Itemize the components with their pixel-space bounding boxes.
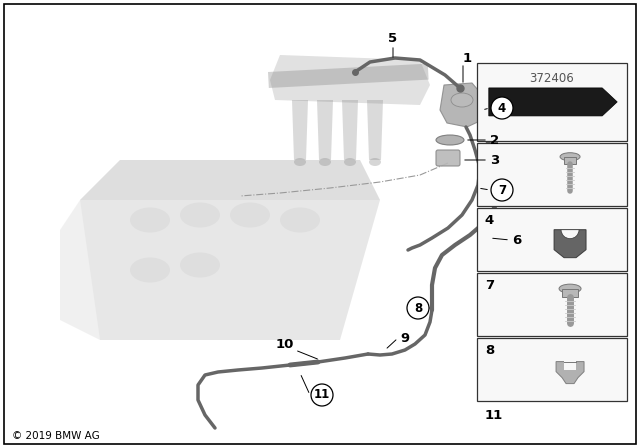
- Text: 11: 11: [485, 409, 503, 422]
- Polygon shape: [80, 160, 380, 340]
- Circle shape: [491, 179, 513, 201]
- FancyBboxPatch shape: [477, 63, 627, 141]
- Bar: [268, 64, 429, 88]
- Text: 3: 3: [490, 154, 499, 167]
- FancyBboxPatch shape: [477, 273, 627, 336]
- Ellipse shape: [130, 258, 170, 283]
- Ellipse shape: [130, 207, 170, 233]
- Ellipse shape: [559, 284, 581, 293]
- Text: © 2019 BMW AG: © 2019 BMW AG: [12, 431, 100, 441]
- Polygon shape: [554, 230, 586, 258]
- Ellipse shape: [344, 158, 356, 166]
- Polygon shape: [270, 55, 430, 105]
- Polygon shape: [317, 100, 333, 160]
- Text: 4: 4: [498, 102, 506, 115]
- FancyBboxPatch shape: [564, 360, 576, 370]
- Polygon shape: [60, 200, 100, 340]
- Ellipse shape: [369, 158, 381, 166]
- Text: 8: 8: [414, 302, 422, 314]
- Polygon shape: [556, 362, 584, 383]
- Ellipse shape: [230, 202, 270, 228]
- Polygon shape: [292, 100, 308, 160]
- Text: 10: 10: [276, 339, 294, 352]
- Ellipse shape: [451, 93, 473, 107]
- Text: 8: 8: [485, 344, 494, 357]
- Text: 1: 1: [463, 52, 472, 65]
- Text: 2: 2: [490, 134, 499, 146]
- Polygon shape: [489, 88, 617, 116]
- Circle shape: [491, 97, 513, 119]
- FancyBboxPatch shape: [564, 157, 576, 164]
- Ellipse shape: [436, 135, 464, 145]
- Text: 372406: 372406: [530, 72, 574, 85]
- FancyBboxPatch shape: [436, 150, 460, 166]
- Circle shape: [311, 384, 333, 406]
- FancyBboxPatch shape: [477, 143, 627, 206]
- Polygon shape: [367, 100, 383, 160]
- Polygon shape: [342, 100, 358, 160]
- Text: 7: 7: [485, 279, 494, 292]
- Ellipse shape: [280, 207, 320, 233]
- Text: 9: 9: [400, 332, 409, 345]
- Text: 6: 6: [512, 233, 521, 246]
- Text: 5: 5: [388, 31, 397, 44]
- FancyBboxPatch shape: [477, 338, 627, 401]
- Polygon shape: [440, 83, 484, 127]
- Ellipse shape: [294, 158, 306, 166]
- Circle shape: [407, 297, 429, 319]
- Ellipse shape: [560, 153, 580, 161]
- FancyBboxPatch shape: [562, 289, 578, 297]
- Text: 7: 7: [498, 184, 506, 197]
- Text: 11: 11: [314, 388, 330, 401]
- Ellipse shape: [319, 158, 331, 166]
- Wedge shape: [561, 230, 579, 239]
- Polygon shape: [80, 160, 380, 200]
- FancyBboxPatch shape: [477, 208, 627, 271]
- Ellipse shape: [180, 202, 220, 228]
- Ellipse shape: [180, 253, 220, 277]
- Text: 4: 4: [485, 214, 494, 227]
